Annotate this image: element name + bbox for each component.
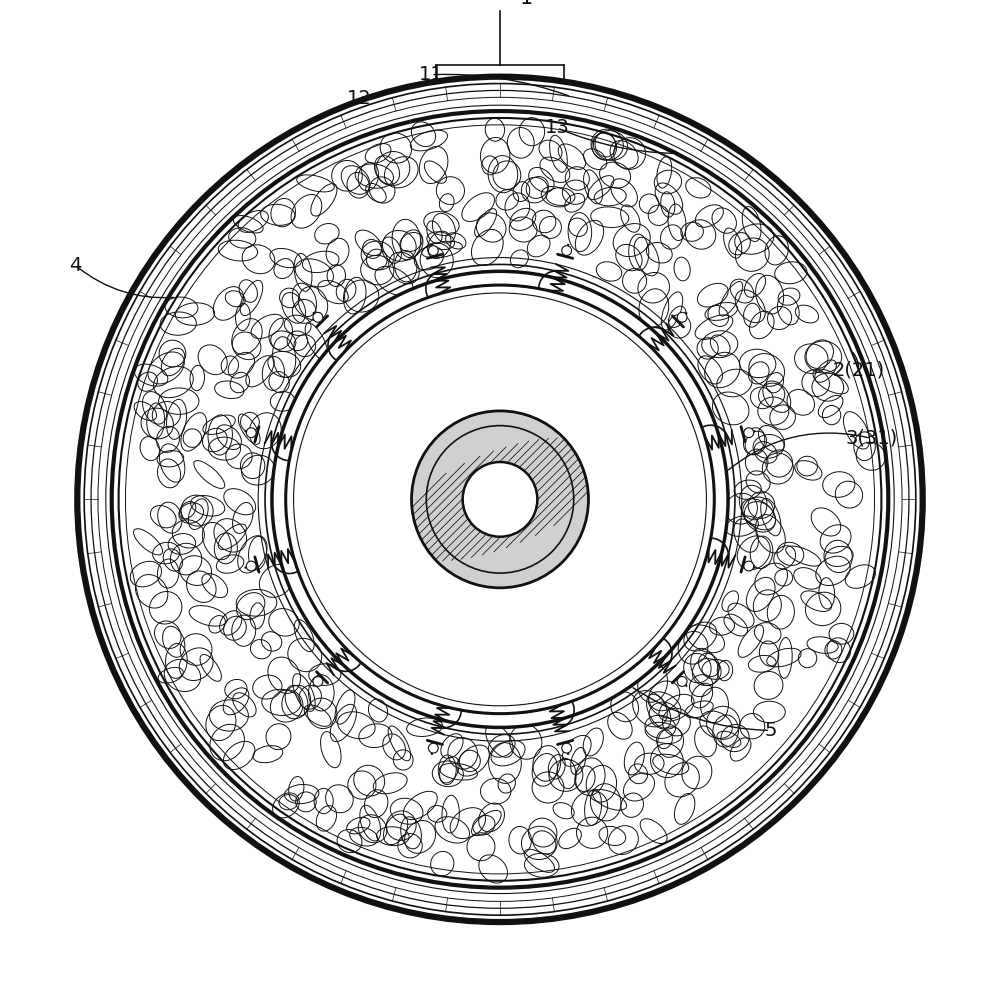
Circle shape	[677, 313, 687, 322]
Text: 41: 41	[316, 435, 340, 455]
Text: 13: 13	[545, 118, 569, 138]
Circle shape	[428, 246, 438, 256]
Circle shape	[744, 561, 754, 571]
Circle shape	[562, 246, 572, 256]
Circle shape	[246, 561, 256, 571]
Text: 11: 11	[419, 65, 444, 85]
Circle shape	[286, 285, 714, 714]
Circle shape	[313, 676, 323, 686]
Circle shape	[412, 411, 588, 588]
Text: 1: 1	[520, 0, 533, 8]
Text: 2(21): 2(21)	[833, 360, 885, 379]
Circle shape	[428, 743, 438, 753]
Text: 42: 42	[493, 426, 517, 445]
Circle shape	[677, 676, 687, 686]
Circle shape	[313, 313, 323, 322]
Circle shape	[744, 428, 754, 437]
Circle shape	[463, 462, 537, 537]
Text: 4: 4	[69, 256, 82, 275]
Circle shape	[272, 271, 728, 727]
Text: 3(31): 3(31)	[845, 429, 898, 448]
Circle shape	[246, 428, 256, 437]
Text: 12: 12	[347, 88, 372, 108]
Text: 5: 5	[764, 721, 777, 740]
Circle shape	[562, 743, 572, 753]
